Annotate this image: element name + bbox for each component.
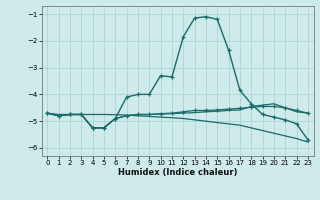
X-axis label: Humidex (Indice chaleur): Humidex (Indice chaleur) bbox=[118, 168, 237, 177]
